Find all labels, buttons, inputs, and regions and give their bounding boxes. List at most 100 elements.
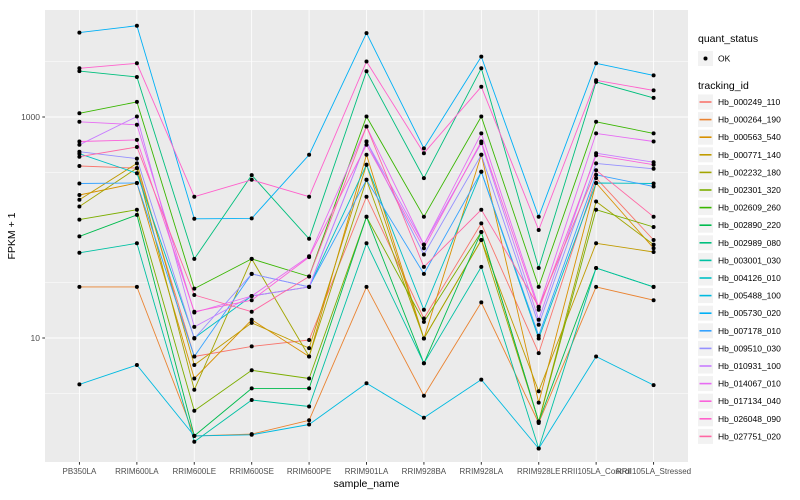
data-point	[594, 172, 599, 177]
data-point	[651, 184, 656, 189]
data-point	[77, 154, 82, 159]
data-point	[536, 400, 541, 405]
data-point	[594, 153, 599, 158]
data-point	[77, 69, 82, 74]
data-point	[536, 266, 541, 270]
data-point	[651, 88, 656, 93]
data-point	[192, 376, 197, 381]
legend-item-Hb_002609_260: Hb_002609_260	[698, 200, 781, 216]
data-point	[192, 354, 197, 359]
data-point	[192, 194, 197, 199]
legend-item-label: Hb_017134_040	[718, 396, 781, 406]
data-point	[651, 383, 656, 388]
data-point	[479, 139, 484, 144]
legend-item-Hb_007178_010: Hb_007178_010	[698, 323, 781, 339]
legend-item-label: Hb_014067_010	[718, 379, 781, 389]
legend-title-quant-status: quant_status	[698, 33, 758, 45]
legend-item-Hb_000563_540: Hb_000563_540	[698, 129, 781, 145]
data-point	[364, 177, 369, 182]
legend: quant_status OK tracking_id Hb_000249_110 Hb…	[698, 33, 781, 444]
data-point	[134, 156, 139, 161]
data-point	[249, 256, 254, 261]
legend-item-label: Hb_026048_090	[718, 414, 781, 424]
x-axis-title: sample_name	[334, 478, 400, 490]
data-point	[421, 264, 426, 269]
legend-label-quant-status: OK	[718, 54, 731, 64]
data-point	[307, 284, 312, 289]
data-point	[421, 319, 426, 324]
data-point	[651, 95, 656, 100]
data-point	[249, 398, 254, 402]
data-point	[364, 124, 369, 129]
data-point	[307, 354, 312, 359]
data-point	[479, 131, 484, 136]
data-point	[421, 146, 426, 151]
data-point	[192, 387, 197, 392]
data-point	[77, 164, 82, 168]
data-point	[651, 131, 656, 136]
data-point	[77, 197, 82, 202]
data-point	[134, 114, 139, 119]
data-point	[651, 73, 656, 78]
legend-item-label: Hb_005730_020	[718, 308, 781, 318]
data-point	[421, 151, 426, 156]
legend-item-Hb_002989_080: Hb_002989_080	[698, 235, 781, 251]
data-point	[77, 149, 82, 154]
data-point	[77, 193, 82, 197]
data-point	[307, 376, 312, 381]
tick-labels: 10 1000 PB350LA RRIM600LA RRIM600LE RRIM600SE…	[21, 112, 691, 476]
data-point	[307, 346, 312, 351]
data-point	[134, 181, 139, 185]
data-point	[134, 61, 139, 66]
y-tick-label: 10	[31, 333, 41, 343]
data-point	[249, 294, 254, 298]
data-point	[421, 307, 426, 312]
data-point	[421, 242, 426, 247]
x-tick-label: RRIM600LE	[172, 467, 216, 476]
data-point	[421, 415, 426, 420]
data-point	[594, 168, 599, 173]
data-point	[421, 214, 426, 219]
data-point	[594, 61, 599, 66]
data-point	[77, 139, 82, 144]
data-point	[77, 234, 82, 239]
data-point	[651, 139, 656, 144]
data-point	[594, 176, 599, 181]
data-point	[192, 336, 197, 341]
data-point	[594, 284, 599, 289]
data-point	[479, 264, 484, 269]
data-point	[421, 336, 426, 341]
data-point	[651, 214, 656, 219]
data-point	[364, 69, 369, 74]
legend-item-Hb_004126_010: Hb_004126_010	[698, 270, 781, 286]
data-point	[651, 284, 656, 289]
data-point	[421, 271, 426, 276]
legend-item-label: Hb_002232_180	[718, 167, 781, 177]
data-point	[479, 377, 484, 382]
legend-item-label: Hb_002989_080	[718, 238, 781, 248]
data-point	[307, 404, 312, 409]
legend-item-label: Hb_004126_010	[718, 273, 781, 283]
data-point	[307, 274, 312, 279]
data-point	[249, 271, 254, 276]
data-point	[192, 439, 197, 444]
data-point	[307, 386, 312, 391]
data-point	[134, 363, 139, 367]
data-point	[192, 408, 197, 413]
data-point	[651, 246, 656, 251]
data-point	[536, 333, 541, 338]
legend-item-Hb_000264_190: Hb_000264_190	[698, 112, 781, 128]
data-point	[249, 344, 254, 349]
data-point	[134, 212, 139, 217]
data-point	[594, 181, 599, 185]
data-point	[594, 161, 599, 166]
data-point	[421, 252, 426, 257]
data-point	[364, 214, 369, 219]
legend-item-Hb_002232_180: Hb_002232_180	[698, 164, 781, 180]
data-point	[364, 31, 369, 36]
data-point	[249, 298, 254, 303]
legend-item-Hb_005730_020: Hb_005730_020	[698, 305, 781, 321]
legend-item-label: Hb_005488_100	[718, 291, 781, 301]
legend-item-Hb_002890_220: Hb_002890_220	[698, 217, 781, 233]
x-tick-label: RRIM928BA	[402, 467, 447, 476]
